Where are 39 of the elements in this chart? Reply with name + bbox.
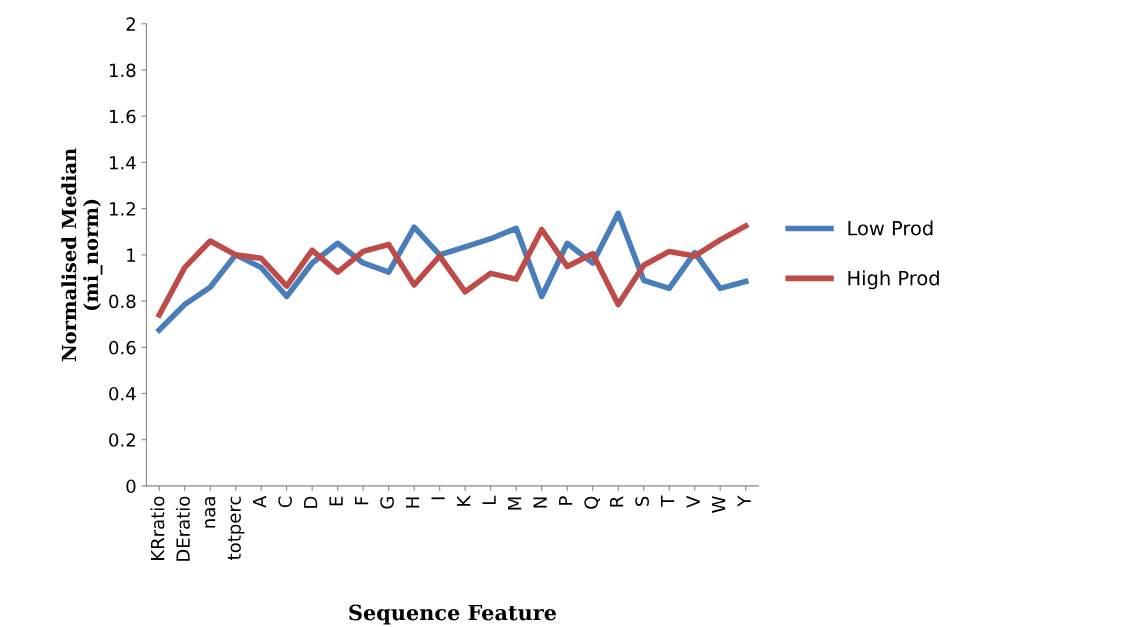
x-tick-label: Q	[584, 496, 601, 509]
y-tick-label: 0.4	[109, 386, 136, 401]
y-tick-label: 1.8	[109, 63, 136, 78]
x-tick-label: R	[610, 496, 624, 507]
x-tick-label: P	[559, 496, 573, 505]
x-tick-label: Y	[737, 495, 751, 507]
y-tick-label: 0	[126, 479, 136, 494]
x-axis-title: Sequence Feature	[349, 604, 557, 625]
y-tick-label: 0.8	[109, 294, 136, 309]
x-tick-label: N	[533, 497, 547, 508]
x-tick-label: D	[304, 496, 318, 508]
x-tick-label: totperc	[227, 496, 245, 560]
x-tick-label: G	[380, 497, 394, 509]
legend-label: High Prod	[848, 270, 939, 290]
x-tick-label: F	[355, 496, 369, 505]
x-tick-label: C	[278, 496, 292, 508]
x-tick-label: DEratio	[175, 496, 190, 561]
x-tick-label: W	[712, 496, 726, 513]
x-tick-label: K	[457, 495, 471, 506]
y-tick-label: 0.2	[109, 433, 135, 447]
y-tick-label: 0.6	[109, 340, 136, 355]
y-tick-label: 1.2	[109, 202, 135, 216]
x-tick-label: M	[508, 497, 522, 510]
x-tick-label: S	[635, 496, 649, 506]
legend-label: Low Prod	[848, 220, 933, 236]
x-tick-label: naa	[205, 497, 216, 528]
x-tick-label: A	[253, 495, 267, 508]
x-tick-label: E	[329, 496, 343, 506]
x-tick-label: T	[661, 495, 675, 507]
x-tick-label: KRratio	[150, 496, 165, 560]
x-tick-label: L	[482, 495, 496, 504]
x-tick-label: I	[431, 497, 445, 500]
y-tick-label: 1.4	[109, 156, 136, 170]
y-axis-title: Normalised Median (mi_norm)	[61, 148, 103, 362]
x-tick-label: H	[406, 497, 420, 508]
x-tick-label: V	[686, 495, 700, 508]
y-tick-label: 2	[126, 17, 135, 31]
y-tick-label: 1	[127, 248, 136, 262]
y-tick-label: 1.6	[109, 109, 136, 124]
